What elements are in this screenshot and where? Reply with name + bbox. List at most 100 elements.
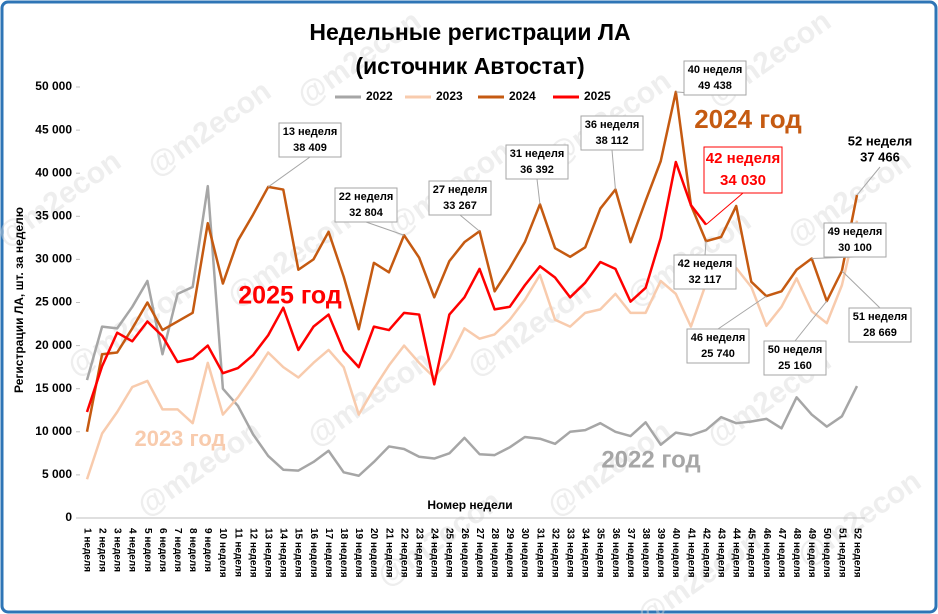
x-tick-label: 49 неделя	[806, 528, 817, 578]
callout-box	[505, 144, 569, 180]
y-tick-label: 40 000	[35, 165, 72, 179]
x-tick-label: 8 неделя	[187, 528, 198, 572]
callout-leader	[536, 178, 541, 205]
x-tick-label: 43 неделя	[715, 528, 726, 578]
x-tick-label: 29 неделя	[504, 528, 515, 578]
x-tick-label: 33 неделя	[564, 528, 575, 578]
x-tick-label: 28 неделя	[489, 528, 500, 578]
x-tick-label: 40 неделя	[670, 528, 681, 578]
callout-leader	[794, 300, 828, 342]
callout-text: 32 804	[349, 207, 384, 219]
x-tick-label: 17 неделя	[323, 528, 334, 578]
callout-text: 38 409	[293, 142, 327, 154]
callout-leader	[856, 166, 881, 196]
callout-box	[580, 115, 644, 151]
x-tick-label: 22 неделя	[398, 528, 409, 578]
legend-label: 2024	[509, 89, 536, 103]
x-tick-label: 7 неделя	[172, 528, 183, 572]
callout-box	[673, 254, 737, 290]
callout-text: 38 112	[595, 135, 628, 147]
x-tick-label: 30 неделя	[519, 528, 530, 578]
callout-text: 32 117	[688, 274, 721, 286]
callout-box	[278, 122, 342, 158]
series-line	[85, 184, 859, 478]
callout-box	[334, 187, 398, 223]
y-tick-label: 45 000	[35, 122, 72, 136]
callout-text: 50 неделя	[768, 344, 823, 356]
x-tick-label: 16 неделя	[308, 528, 319, 578]
callout-box	[823, 222, 887, 258]
y-tick-label: 25 000	[35, 295, 72, 309]
x-tick-label: 26 неделя	[459, 528, 470, 578]
x-tick-label: 19 неделя	[353, 528, 364, 578]
callout-leader	[841, 270, 881, 309]
x-tick-label: 24 неделя	[429, 528, 440, 578]
legend-label: 2025	[584, 89, 611, 103]
x-tick-label: 25 неделя	[444, 528, 455, 578]
x-tick-label: 1 неделя	[81, 528, 92, 572]
y-tick-label: 5 000	[42, 467, 72, 481]
year-label: 2022 год	[601, 446, 700, 473]
callout-box	[763, 340, 827, 376]
series-line	[85, 90, 859, 433]
callout-text: 27 неделя	[433, 184, 488, 196]
callout-text: 49 438	[698, 80, 732, 92]
x-tick-label: 3 неделя	[112, 528, 123, 572]
x-tick-label: 42 неделя	[700, 528, 711, 578]
callout-text: 36 неделя	[585, 119, 640, 131]
x-tick-label: 45 неделя	[746, 528, 757, 578]
y-tick-label: 30 000	[35, 252, 72, 266]
year-label: 2025 год	[238, 282, 342, 310]
callout-text: 34 030	[720, 172, 766, 189]
x-tick-label: 27 неделя	[474, 528, 485, 578]
x-tick-label: 5 неделя	[142, 528, 153, 572]
callout-text: 46 неделя	[691, 332, 746, 344]
callout-text: 51 неделя	[853, 311, 908, 323]
x-tick-label: 10 неделя	[217, 528, 228, 578]
x-tick-label: 41 неделя	[685, 528, 696, 578]
x-tick-label: 32 неделя	[549, 528, 560, 578]
callout-box	[848, 307, 912, 343]
year-label: 2024 год	[694, 104, 802, 134]
callout-box	[428, 180, 492, 216]
x-tick-label: 4 неделя	[127, 528, 138, 572]
y-axis-label: Регистрации ЛА, шт. за неделю	[12, 207, 26, 393]
callout-text: 36 392	[520, 164, 554, 176]
callout-text: 40 неделя	[688, 64, 743, 76]
x-tick-label: 51 неделя	[836, 528, 847, 578]
callout-leader	[459, 214, 480, 232]
callout-text: 42 неделя	[678, 258, 733, 270]
chart-title: Недельные регистрации ЛА	[309, 19, 630, 45]
callout-leader	[365, 221, 405, 236]
callout-text: 13 неделя	[283, 126, 338, 138]
x-tick-label: 2 неделя	[96, 528, 107, 572]
callout-box	[683, 60, 747, 96]
x-tick-label: 12 неделя	[247, 528, 258, 578]
callout-text: 52 неделя	[848, 133, 912, 148]
callout-leader	[705, 192, 744, 226]
x-axis-label: Номер недели	[427, 498, 512, 512]
x-tick-label: 13 неделя	[263, 528, 274, 578]
callout-leader	[611, 149, 616, 190]
x-tick-label: 36 неделя	[610, 528, 621, 578]
callout-text: 31 неделя	[510, 148, 565, 160]
y-tick-label: 35 000	[35, 208, 72, 222]
year-label: 2023 год	[134, 426, 225, 451]
x-tick-label: 35 неделя	[595, 528, 606, 578]
y-tick-label: 0	[65, 510, 72, 524]
x-tick-label: 14 неделя	[278, 528, 289, 578]
series-line	[85, 160, 708, 413]
callout-text: 25 160	[778, 360, 812, 372]
callout-leader	[704, 241, 707, 256]
x-tick-label: 47 неделя	[776, 528, 787, 578]
x-tick-label: 39 неделя	[655, 528, 666, 578]
callout-text: 22 неделя	[339, 191, 394, 203]
callout-leader	[267, 156, 311, 188]
x-tick-label: 21 неделя	[383, 528, 394, 578]
callout-text: 49 неделя	[828, 226, 883, 238]
y-tick-label: 50 000	[35, 79, 72, 93]
callout-text: 37 466	[860, 150, 900, 165]
legend-label: 2022	[366, 89, 393, 103]
